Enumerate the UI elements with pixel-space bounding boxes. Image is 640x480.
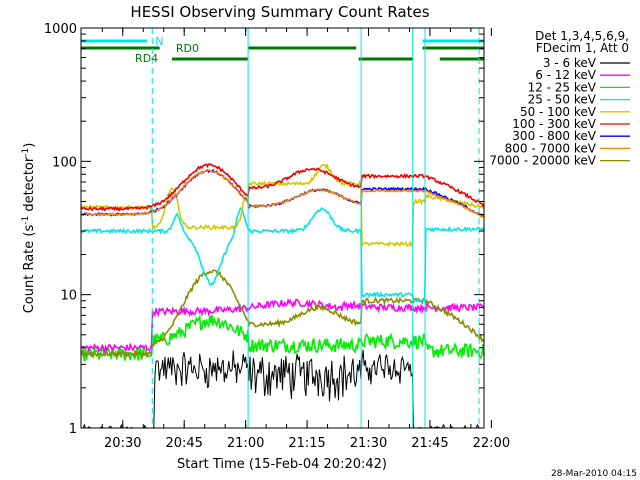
legend-label: 6 - 12 keV [535, 68, 597, 82]
legend-label: 100 - 300 keV [512, 117, 596, 131]
legend-label: 300 - 800 keV [512, 129, 596, 143]
series-line [80, 314, 485, 362]
x-tick-label: 20:45 [165, 436, 202, 451]
x-tick-label: 22:00 [473, 436, 510, 451]
night-label: N [155, 35, 163, 48]
generation-timestamp: 28-Mar-2010 04:15 [551, 469, 637, 479]
x-tick-label: 20:30 [104, 436, 141, 451]
x-tick-label: 21:00 [227, 436, 264, 451]
series-line [80, 297, 485, 355]
y-tick-label: 10 [60, 289, 77, 304]
rd4-label: RD4 [135, 52, 158, 65]
legend-label: 25 - 50 keV [528, 93, 597, 107]
series-line [80, 269, 485, 359]
series-line [80, 206, 485, 304]
legend-label: 12 - 25 keV [528, 80, 597, 94]
series-line [80, 169, 485, 218]
series-layer [80, 162, 485, 429]
x-axis-label: Start Time (15-Feb-04 20:20:42) [177, 457, 387, 472]
y-tick-label: 100 [52, 155, 77, 170]
legend-header-line-1: Det 1,3,4,5,6,9, [535, 29, 629, 43]
series-line [80, 163, 485, 212]
legend-label: 50 - 100 keV [520, 105, 597, 119]
x-tick-label: 21:30 [350, 436, 387, 451]
legend-label: 7000 - 20000 keV [489, 154, 596, 168]
plot-frame [80, 27, 485, 429]
annotation-layer: N RD0 RD4 [81, 28, 484, 428]
y-tick-label: 1000 [44, 22, 77, 37]
chart-title: HESSI Observing Summary Count Rates [130, 3, 429, 21]
legend-label: 3 - 6 keV [543, 56, 597, 70]
x-tick-label: 21:15 [288, 436, 325, 451]
legend: Det 1,3,4,5,6,9, FDecim 1, Att 0 3 - 6 k… [489, 29, 630, 168]
rd0-label: RD0 [176, 42, 199, 55]
legend-header-line-2: FDecim 1, Att 0 [536, 41, 629, 55]
legend-label: 800 - 7000 keV [505, 141, 597, 155]
x-tick-label: 21:45 [411, 436, 448, 451]
y-axis-label: Count Rate (s-1 detector-1) [21, 143, 37, 314]
axis-layer: 1 10 100 1000 20:30 20:45 21:00 21:15 21:30 21:45… [44, 22, 510, 451]
y-tick-label: 1 [69, 422, 77, 437]
